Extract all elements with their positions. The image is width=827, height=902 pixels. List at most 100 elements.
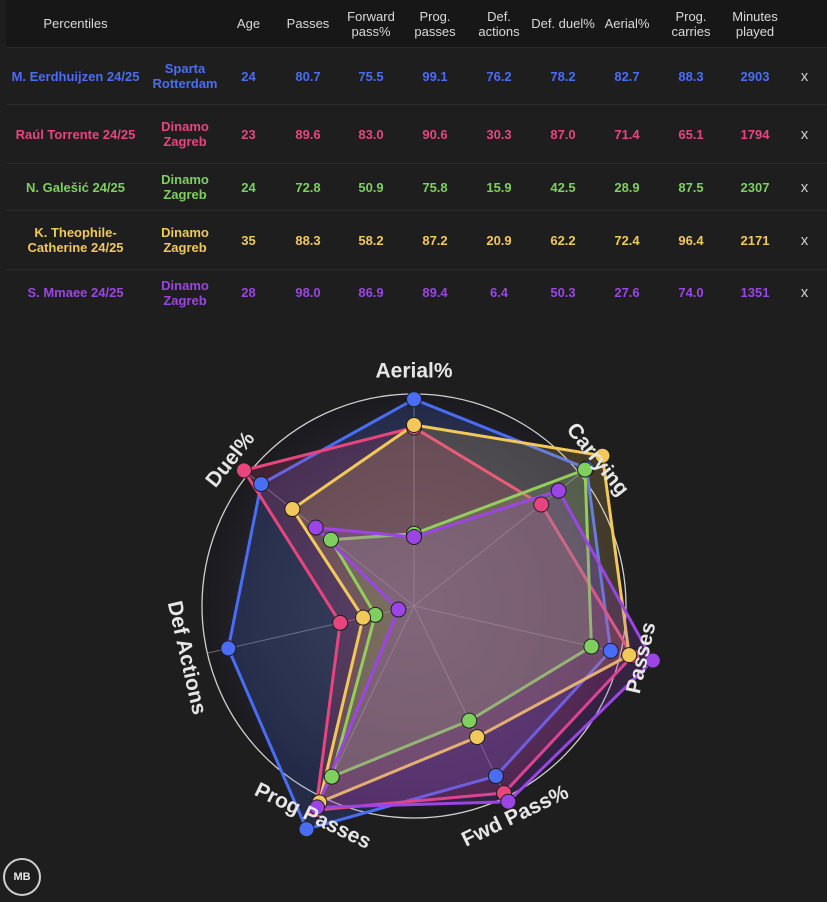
team-name: Dinamo Zagreb — [145, 104, 225, 164]
logo-text: MB — [13, 871, 31, 883]
age-cell: 24 — [225, 47, 272, 105]
radar-data-point — [487, 768, 504, 785]
team-name: Sparta Rotterdam — [145, 47, 225, 105]
radar-data-point — [406, 417, 422, 433]
radar-data-point — [577, 461, 594, 478]
radar-data-point — [355, 609, 372, 626]
aerial-cell: 72.4 — [600, 210, 654, 270]
remove-player-button[interactable]: x — [782, 269, 827, 316]
prog-carries-cell: 74.0 — [654, 269, 728, 316]
forward-pass-cell: 50.9 — [344, 163, 398, 211]
logo-badge: MB — [3, 858, 41, 896]
remove-player-button[interactable]: x — [782, 47, 827, 105]
prog-passes-cell: 89.4 — [398, 269, 472, 316]
def-actions-cell: 76.2 — [472, 47, 526, 105]
prog-passes-cell: 75.8 — [398, 163, 472, 211]
radar-data-point — [307, 519, 324, 536]
minutes-cell: 1351 — [728, 269, 782, 316]
header-passes[interactable]: Passes — [272, 0, 344, 48]
prog-carries-cell: 87.5 — [654, 163, 728, 211]
def-duel-cell: 42.5 — [526, 163, 600, 211]
minutes-cell: 1794 — [728, 104, 782, 164]
radar-spoke — [413, 605, 507, 798]
radar-data-point — [644, 652, 661, 669]
def-duel-cell: 78.2 — [526, 47, 600, 105]
def-duel-cell: 62.2 — [526, 210, 600, 270]
radar-data-point — [309, 799, 326, 816]
minutes-cell: 2171 — [728, 210, 782, 270]
passes-cell: 89.6 — [272, 104, 344, 164]
def-actions-cell: 15.9 — [472, 163, 526, 211]
radar-data-point — [533, 496, 550, 513]
passes-cell: 98.0 — [272, 269, 344, 316]
age-cell: 23 — [225, 104, 272, 164]
def-duel-cell: 50.3 — [526, 269, 600, 316]
radar-data-point — [594, 447, 611, 464]
header-aerial[interactable]: Aerial% — [600, 0, 654, 48]
radar-data-point — [253, 476, 270, 493]
header-team — [145, 0, 225, 48]
age-cell: 35 — [225, 210, 272, 270]
player-name: S. Mmaee 24/25 — [6, 269, 145, 316]
radar-data-point — [235, 462, 252, 479]
table-row: N. Galešić 24/25 Dinamo Zagreb 24 72.8 50.9 7… — [6, 163, 827, 211]
radar-axis-label: Aerial% — [375, 360, 452, 383]
remove-player-button[interactable]: x — [782, 210, 827, 270]
radar-data-point — [406, 529, 422, 545]
radar-data-point — [298, 821, 315, 838]
table-header-row: Percentiles Age Passes Forward pass% Pro… — [6, 0, 827, 48]
prog-carries-cell: 65.1 — [654, 104, 728, 164]
player-name: M. Eerdhuijzen 24/25 — [6, 47, 145, 105]
header-prog-passes[interactable]: Prog. passes — [398, 0, 472, 48]
aerial-cell: 82.7 — [600, 47, 654, 105]
minutes-cell: 2903 — [728, 47, 782, 105]
radar-data-point — [390, 601, 407, 618]
radar-data-point — [220, 640, 237, 657]
percentiles-table: Percentiles Age Passes Forward pass% Pro… — [6, 0, 827, 316]
radar-series-polygon — [290, 423, 631, 804]
header-def-duel[interactable]: Def. duel% — [526, 0, 600, 48]
header-age[interactable]: Age — [225, 0, 272, 48]
header-prog-carries[interactable]: Prog. carries — [654, 0, 728, 48]
aerial-cell: 27.6 — [600, 269, 654, 316]
radar-spoke — [321, 605, 415, 798]
radar-data-point — [621, 647, 638, 664]
table-row: M. Eerdhuijzen 24/25 Sparta Rotterdam 24 80… — [6, 47, 827, 105]
remove-player-button[interactable]: x — [782, 163, 827, 211]
radar-data-point — [469, 729, 486, 746]
radar-data-point — [583, 638, 600, 655]
player-name: K. Theophile-Catherine 24/25 — [6, 210, 145, 270]
radar-series-polygon — [329, 468, 593, 779]
team-name: Dinamo Zagreb — [145, 210, 225, 270]
passes-cell: 80.7 — [272, 47, 344, 105]
header-forward-pass[interactable]: Forward pass% — [344, 0, 398, 48]
team-name: Dinamo Zagreb — [145, 163, 225, 211]
player-name: N. Galešić 24/25 — [6, 163, 145, 211]
prog-carries-cell: 96.4 — [654, 210, 728, 270]
team-name: Dinamo Zagreb — [145, 269, 225, 316]
remove-player-button[interactable]: x — [782, 104, 827, 164]
age-cell: 28 — [225, 269, 272, 316]
radar-data-point — [323, 768, 340, 785]
table-row: S. Mmaee 24/25 Dinamo Zagreb 28 98.0 86.9 89.… — [6, 269, 827, 316]
def-actions-cell: 30.3 — [472, 104, 526, 164]
radar-data-point — [322, 531, 339, 548]
header-minutes-played[interactable]: Minutes played — [728, 0, 782, 48]
header-remove — [782, 0, 827, 48]
def-actions-cell: 20.9 — [472, 210, 526, 270]
radar-data-point — [332, 614, 349, 631]
prog-passes-cell: 87.2 — [398, 210, 472, 270]
table-row: Raúl Torrente 24/25 Dinamo Zagreb 23 89.6 83… — [6, 104, 827, 164]
minutes-cell: 2307 — [728, 163, 782, 211]
radar-data-point — [284, 501, 301, 518]
forward-pass-cell: 75.5 — [344, 47, 398, 105]
prog-carries-cell: 88.3 — [654, 47, 728, 105]
header-def-actions[interactable]: Def. actions — [472, 0, 526, 48]
radar-data-point — [550, 482, 567, 499]
header-percentiles: Percentiles — [6, 0, 145, 48]
forward-pass-cell: 58.2 — [344, 210, 398, 270]
radar-spoke — [413, 473, 581, 607]
radar-data-point — [602, 642, 619, 659]
forward-pass-cell: 83.0 — [344, 104, 398, 164]
